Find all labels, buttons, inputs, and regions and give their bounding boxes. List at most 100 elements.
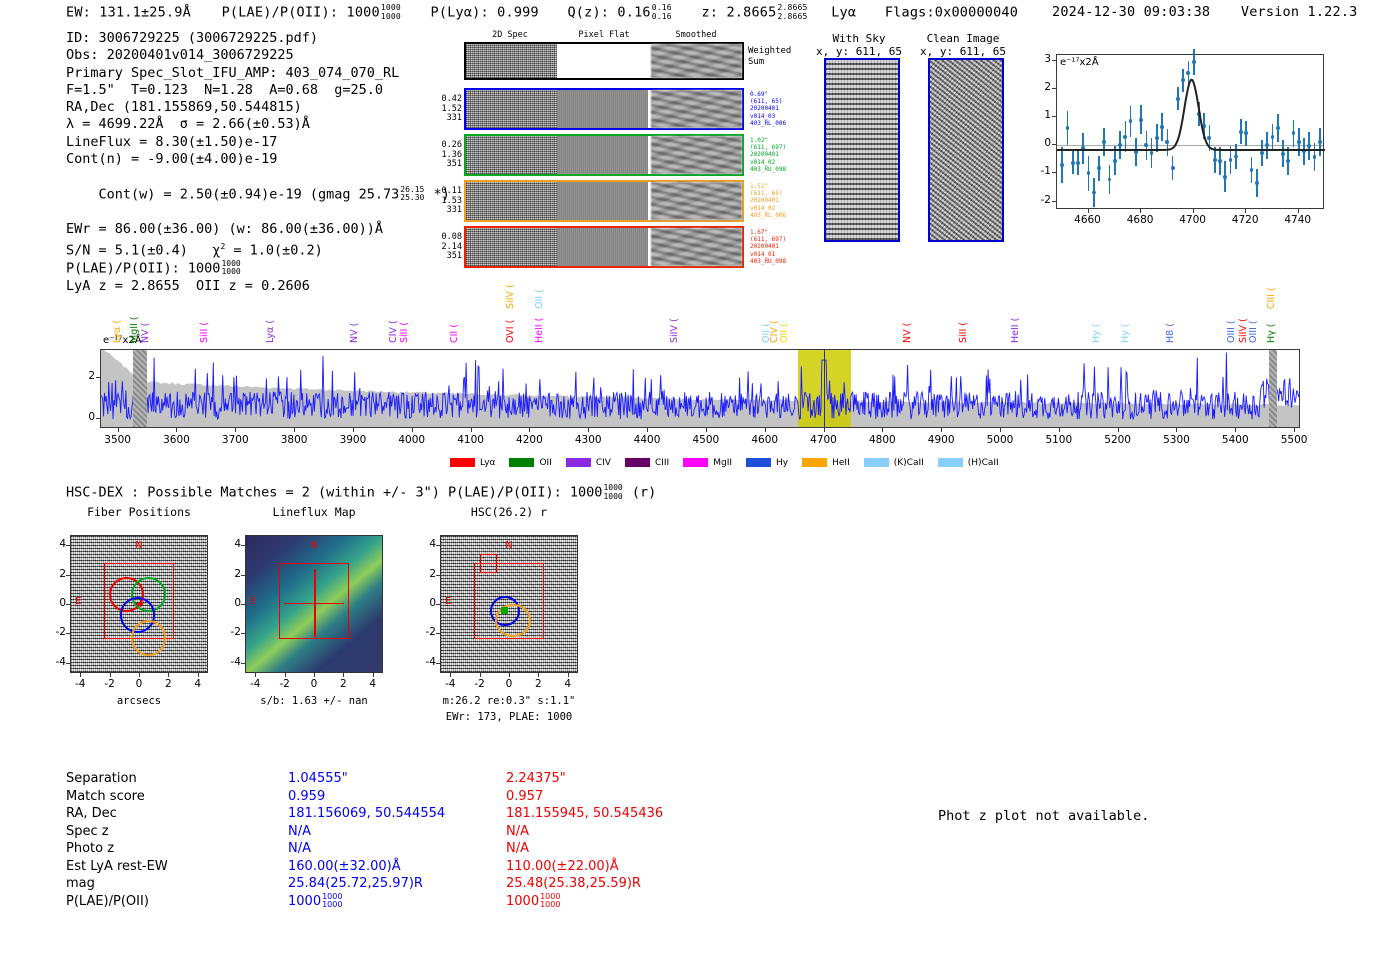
y-tick-label: 4 [234, 538, 241, 551]
compass-n-label: N [505, 540, 513, 552]
y-tick-label: -4 [425, 655, 436, 668]
info-seeing-params: F=1.5" T=0.123 N=1.28 A=0.68 g=25.0 [66, 81, 383, 98]
header-z: z: 2.8665 [701, 4, 777, 21]
x-tick-label: 4680 [1126, 214, 1154, 226]
y-tick-label: 0 [1044, 137, 1051, 150]
fiber-left-stats-1: 0.26 1.36 351 [441, 139, 462, 169]
panel-xlabel-0: arcsecs [116, 695, 162, 707]
legend-item-CIII: CIII [624, 458, 669, 468]
row-label-6: mag [66, 876, 95, 891]
row-label-5: Est LyA rest-EW [66, 858, 168, 874]
compass-e-label: E [250, 595, 257, 607]
x-tick-label: 4700 [1179, 214, 1206, 226]
x-tick [470, 428, 472, 432]
panel-caption-1-0: s/b: 1.63 +/- nan [260, 695, 368, 707]
line-marker-SiIV-10: SiIV ( [504, 284, 516, 309]
data-point [1144, 143, 1149, 148]
y-tick-label: -4 [230, 655, 241, 668]
compass-e-label: E [445, 595, 452, 607]
x-tick-label: -4 [75, 678, 86, 690]
data-point [1118, 143, 1122, 148]
y-tick [436, 662, 440, 664]
x-tick [941, 428, 943, 432]
x-tick-label: -2 [104, 678, 115, 690]
legend-label-(H)CaII: (H)CaII [967, 457, 999, 468]
info-id: ID: 3006729225 (3006729225.pdf) [66, 30, 318, 46]
data-point [1128, 119, 1133, 124]
x-tick-label: 4900 [927, 434, 955, 446]
data-point [1165, 140, 1170, 145]
center-cross-h [136, 603, 144, 605]
fiber-2d-spectra-panel: 2D Spec Pixel Flat Smoothed Weighted Sum 0.4… [430, 30, 791, 268]
x-tick [1192, 209, 1194, 213]
line-marker-OII-12: OII ( [534, 289, 545, 309]
fiber-meta-1: 1.02" (611, 697) 20200401 v014_02 403_RU_098 [750, 136, 787, 173]
data-point [1249, 168, 1254, 172]
info-ewr: EWr = 86.00(±36.00) (w: 86.00(±36.00))Å [66, 220, 383, 237]
x-tick [117, 428, 119, 432]
x-tick [352, 428, 354, 432]
zero-line [1057, 145, 1323, 147]
legend-label-(K)CaII: (K)CaII [893, 457, 924, 468]
x-tick [255, 673, 257, 677]
line-marker-HeII-11: HeII ( [534, 317, 545, 343]
data-point [1065, 125, 1070, 130]
x-tick-label: 4740 [1284, 214, 1312, 226]
compass-n-label: N [135, 540, 143, 552]
x-tick [588, 428, 590, 432]
x-tick-label: 3600 [163, 434, 190, 446]
header-qz-range: 0.16 0.16 [651, 3, 672, 21]
match1-value-5: 160.00(±32.00)Å [288, 858, 401, 874]
match-circle-orange [495, 604, 531, 637]
y-tick-label: 2 [234, 567, 241, 580]
data-point [1191, 60, 1196, 64]
x-tick [343, 673, 345, 677]
legend-label-MgII: MgII [713, 457, 733, 468]
data-point [1133, 150, 1138, 155]
fiber-row-3: 0.08 2.14 351 1.67" (611, 697) 20200401 v014_0… [442, 226, 786, 268]
hscdex-title: HSC-DEX : Possible Matches = 2 (within +… [66, 483, 657, 501]
data-point [1170, 165, 1175, 170]
y-tick-label: 2 [1044, 80, 1051, 93]
gaussian-fit-curve [1057, 78, 1325, 151]
legend-swatch-OII [509, 458, 535, 467]
row-label-2: RA, Dec [66, 806, 117, 821]
fiber-left-stats-0: 0.42 1.52 331 [441, 93, 462, 123]
x-tick-label: 4200 [516, 434, 543, 446]
x-tick [1000, 428, 1001, 432]
x-tick [1058, 428, 1060, 432]
legend-item-OII: OII [509, 458, 552, 468]
fiber-meta-2: 1.51" (611, 65) 20200401 v014_02 403_RL_006 [750, 182, 787, 219]
data-point [1286, 158, 1291, 163]
center-cross-v [139, 599, 142, 607]
masked-region-1 [1268, 350, 1278, 427]
x-tick [1087, 209, 1089, 213]
x-tick-label: 4600 [751, 434, 779, 446]
spectrum-axes [100, 349, 1300, 428]
with-sky-image [824, 58, 900, 242]
x-tick [705, 428, 707, 432]
data-point [1218, 158, 1222, 163]
info-lambda-sigma: λ = 4699.22Å σ = 2.66(±0.53)Å [66, 116, 310, 133]
match1-value-4: N/A [288, 841, 311, 856]
legend-item-(K)CaII: (K)CaII [863, 457, 924, 468]
x-tick [168, 673, 170, 677]
data-point [1291, 131, 1296, 136]
line-marker-HeII-19: HeII ( [1010, 317, 1022, 343]
x-tick-label: 5100 [1045, 434, 1073, 446]
info-radec: RA,Dec (181.155869,50.544815) [66, 99, 302, 116]
x-tick-label: 4720 [1231, 214, 1259, 226]
match2-value-6: 25.48(25.38,25.59)R [506, 876, 641, 891]
x-tick-label: 0 [505, 678, 513, 690]
aperture-box [278, 563, 350, 640]
match2-value-plae: 1000 1000 1000 [506, 891, 561, 909]
y-tick-label: 2 [429, 567, 436, 580]
y-tick [66, 545, 70, 547]
legend-item-Lyα: Lyα [450, 458, 495, 468]
panel-caption-2-0: m:26.2 re:0.3" s:1.1" [442, 695, 576, 707]
panel-title-1: Lineflux Map [272, 505, 356, 519]
data-point [1265, 143, 1270, 148]
data-point [1223, 174, 1228, 179]
fiber-row-2: 0.11 1.53 331 1.51" (611, 65) 20200401 v014_02… [442, 180, 786, 222]
